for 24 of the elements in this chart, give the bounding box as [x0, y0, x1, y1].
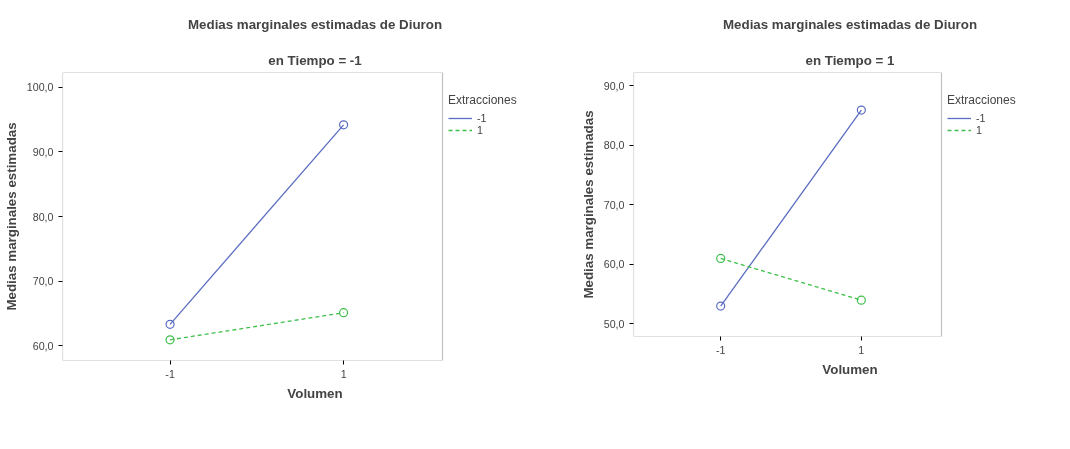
legend-label: -1	[477, 112, 488, 124]
y-axis-title: Medias marginales estimadas	[580, 110, 596, 299]
y-tick-label: 60,0	[603, 258, 625, 271]
chart-title: Medias marginales estimadas de Diuron	[722, 16, 978, 32]
y-tick-label: 70,0	[603, 198, 625, 211]
legend-title: Extracciones	[947, 93, 1016, 107]
y-tick-label: 90,0	[603, 79, 625, 92]
x-axis-title: Volumen	[287, 385, 343, 401]
y-tick-label: 90,0	[32, 145, 54, 158]
y-tick-label: 60,0	[32, 339, 54, 352]
legend-label: 1	[976, 124, 983, 136]
legend-label: 1	[477, 124, 484, 136]
y-tick-label: 80,0	[32, 210, 54, 223]
legend-label: -1	[976, 112, 987, 124]
legend-title: Extracciones	[448, 93, 517, 107]
chart-subtitle: en Tiempo = -1	[268, 52, 363, 68]
y-tick-label: 80,0	[603, 139, 625, 152]
x-axis-title: Volumen	[822, 361, 878, 377]
chart-title: Medias marginales estimadas de Diuron	[187, 16, 443, 32]
y-tick-label: 50,0	[603, 317, 625, 330]
y-tick-label: 70,0	[32, 275, 54, 288]
y-axis-title: Medias marginales estimadas	[3, 122, 19, 311]
y-tick-label: 100,0	[26, 81, 54, 94]
chart-subtitle: en Tiempo = 1	[805, 52, 896, 68]
